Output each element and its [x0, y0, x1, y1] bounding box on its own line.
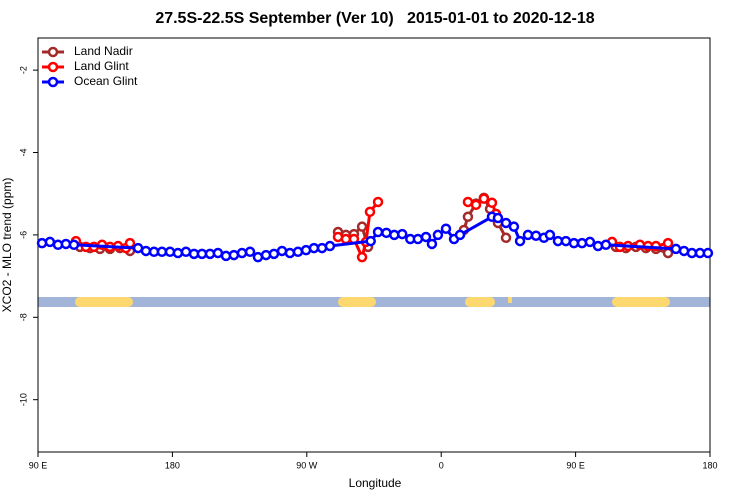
- point: [584, 236, 596, 248]
- point: [180, 246, 192, 258]
- legend-label: Land Nadir: [74, 44, 133, 58]
- point: [372, 196, 384, 208]
- point: [156, 246, 168, 258]
- land-band: [338, 297, 376, 307]
- point: [396, 228, 408, 240]
- point: [420, 231, 432, 243]
- y-tick-label: -4: [18, 149, 28, 157]
- point: [470, 199, 482, 211]
- point: [544, 229, 556, 241]
- chart-title: 27.5S-22.5S September (Ver 10) 2015-01-0…: [155, 10, 594, 27]
- point: [522, 229, 534, 241]
- point: [365, 235, 376, 247]
- point: [486, 197, 498, 209]
- y-axis-label: XCO2 - MLO trend (ppm): [0, 178, 14, 313]
- point: [252, 251, 264, 263]
- legend-marker: [47, 61, 59, 73]
- point: [440, 223, 452, 234]
- x-tick-label: 90 E: [29, 460, 48, 470]
- legend-marker: [47, 76, 59, 88]
- point: [244, 246, 256, 258]
- point: [212, 247, 224, 259]
- point: [478, 193, 490, 204]
- x-tick-label: 180: [165, 460, 180, 470]
- y-tick-label: -2: [18, 66, 28, 74]
- point: [686, 247, 698, 259]
- point: [356, 221, 368, 232]
- land-strip: [38, 297, 710, 307]
- y-tick-label: -8: [18, 313, 28, 321]
- point: [124, 237, 136, 249]
- point: [560, 235, 572, 247]
- point: [196, 248, 208, 260]
- point: [236, 247, 248, 259]
- point: [508, 221, 520, 232]
- point: [364, 206, 376, 218]
- point: [492, 212, 504, 224]
- point: [324, 240, 336, 252]
- point: [44, 236, 56, 248]
- point: [412, 233, 424, 245]
- legend-label: Land Glint: [74, 59, 129, 73]
- point: [426, 238, 438, 250]
- land-band: [612, 297, 670, 307]
- point: [172, 247, 184, 259]
- point: [292, 246, 304, 258]
- point: [454, 229, 466, 241]
- point: [670, 243, 682, 255]
- x-tick-label: 90 E: [566, 460, 585, 470]
- point: [260, 249, 272, 261]
- point: [140, 245, 152, 257]
- legend-marker: [47, 46, 59, 58]
- point: [702, 247, 714, 259]
- point: [568, 237, 580, 249]
- point: [662, 247, 674, 259]
- series: [36, 211, 714, 263]
- x-tick-label: 180: [702, 460, 717, 470]
- point: [36, 237, 48, 249]
- point: [356, 251, 368, 263]
- legend-label: Ocean Glint: [74, 74, 138, 88]
- point: [462, 196, 474, 208]
- y-tick-label: -10: [18, 393, 28, 406]
- land-band: [465, 297, 495, 307]
- point: [164, 246, 176, 258]
- point: [268, 248, 280, 260]
- point: [60, 238, 72, 250]
- point: [372, 226, 384, 238]
- point: [284, 247, 296, 259]
- point: [500, 232, 512, 244]
- point: [514, 235, 526, 247]
- point: [500, 217, 512, 229]
- point: [576, 237, 588, 249]
- x-tick-label: 0: [439, 460, 444, 470]
- point: [308, 242, 320, 254]
- point: [462, 211, 474, 223]
- point: [340, 233, 352, 245]
- land-band: [75, 297, 133, 307]
- x-axis-label: Longitude: [349, 476, 402, 490]
- point: [662, 237, 674, 249]
- point: [228, 249, 240, 261]
- point: [68, 239, 80, 251]
- y-tick-label: -6: [18, 231, 28, 239]
- point: [592, 240, 604, 252]
- point: [600, 239, 612, 251]
- point: [432, 229, 444, 241]
- x-tick-label: 90 W: [296, 460, 318, 470]
- land-band: [508, 297, 512, 303]
